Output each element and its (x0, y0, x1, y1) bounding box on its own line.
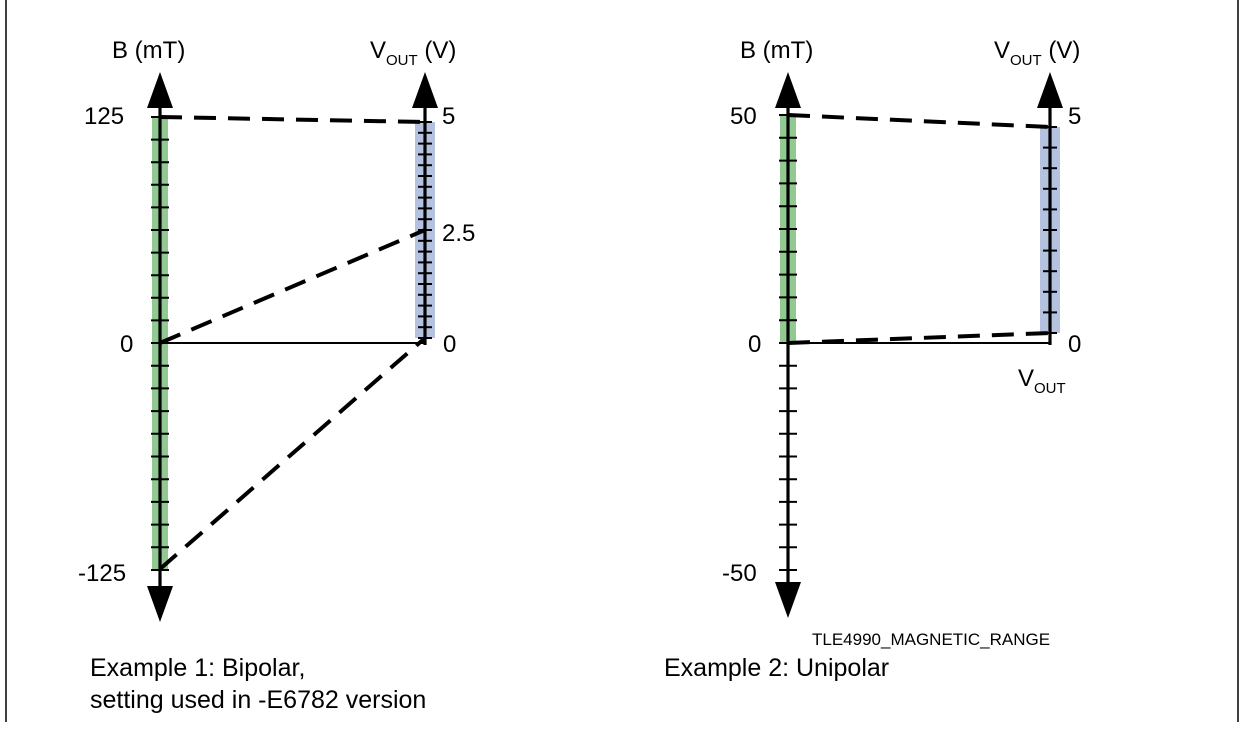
diagram-bipolar: B (mT) VOUT (V) 125 0 -125 5 2.5 0 Examp… (78, 37, 475, 714)
vout-tick-label-5: 5 (442, 103, 455, 130)
b-axis-bottom-arrow (147, 586, 173, 622)
b-axis-bottom-arrow (775, 582, 801, 618)
vout-tick-label-0: 0 (443, 331, 456, 358)
vout-tick-label-2-5: 2.5 (442, 220, 475, 247)
b-axis-ticks (779, 114, 797, 571)
vout-tick-label-0: 0 (1068, 331, 1081, 358)
mapping-lines (158, 115, 427, 571)
vout-axis-ticks (1043, 126, 1057, 334)
b-axis-top-arrow (147, 72, 173, 108)
vout-bottom-label: VOUT (1018, 365, 1066, 397)
b-tick-label-0: 0 (120, 331, 133, 358)
diagram-unipolar: B (mT) VOUT (V) 50 0 -50 5 0 VOUT Exampl… (664, 37, 1081, 682)
b-tick-label-125: 125 (84, 103, 124, 130)
caption-line-1: Example 2: Unipolar (664, 654, 889, 682)
vout-axis-top-arrow (1037, 72, 1063, 108)
mapping-line (159, 228, 426, 345)
mapping-line (787, 113, 1051, 129)
vout-axis-title: VOUT (V) (994, 37, 1080, 69)
vout-tick-label-5: 5 (1068, 103, 1081, 130)
b-axis-ticks (151, 116, 169, 571)
vout-axis-top-arrow (412, 72, 438, 108)
caption-line-2: setting used in -E6782 version (90, 686, 426, 714)
vout-axis-ticks (418, 121, 432, 339)
b-axis-title: B (mT) (112, 37, 185, 64)
mapping-line (158, 336, 427, 571)
b-axis-top-arrow (775, 72, 801, 108)
b-tick-label-0: 0 (748, 331, 761, 358)
b-tick-label-minus-50: -50 (722, 560, 757, 587)
mapping-line (787, 331, 1051, 345)
figure-id-label: TLE4990_MAGNETIC_RANGE (812, 630, 1050, 649)
vout-axis-title: VOUT (V) (370, 37, 456, 69)
b-tick-label-50: 50 (730, 103, 757, 130)
caption-line-1: Example 1: Bipolar, (90, 654, 305, 682)
mapping-line (159, 115, 426, 124)
b-axis-title: B (mT) (740, 37, 813, 64)
mapping-lines (787, 113, 1051, 345)
b-tick-label-minus-125: -125 (78, 560, 126, 587)
